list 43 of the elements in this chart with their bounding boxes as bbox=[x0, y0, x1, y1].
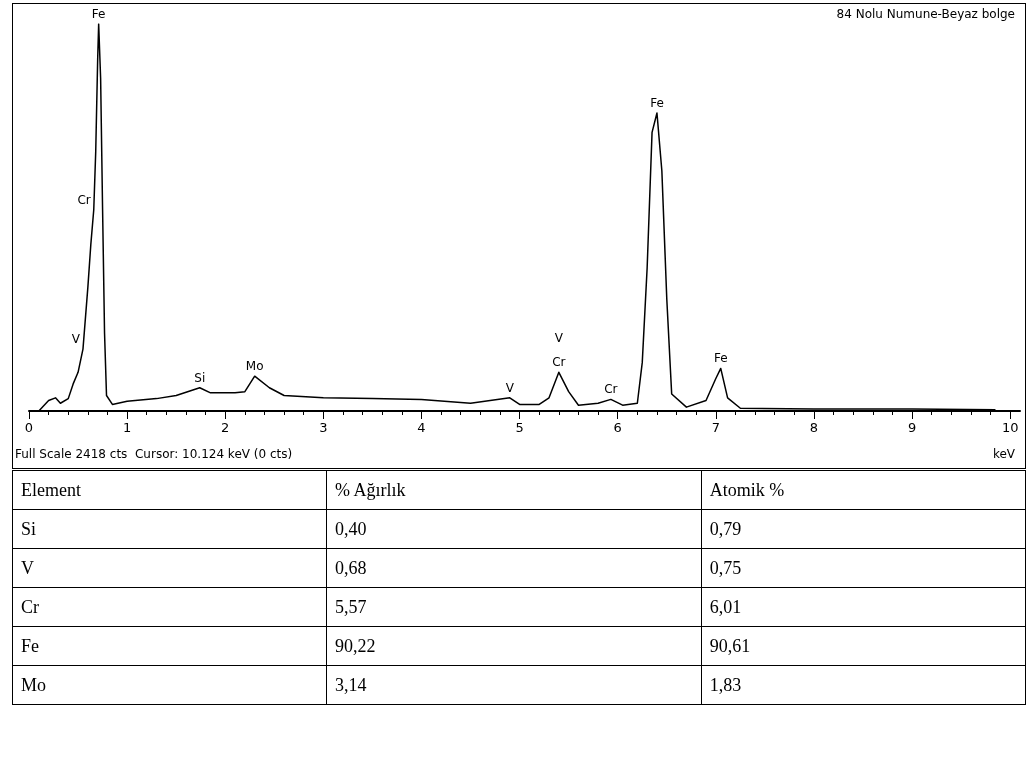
category-label: Fe bbox=[21, 635, 39, 656]
annotation: V bbox=[505, 380, 515, 395]
x-tick-label: 7 bbox=[711, 420, 720, 435]
text: 1,83 bbox=[709, 674, 742, 695]
category-label: Atomik % bbox=[701, 470, 1026, 510]
x-tick-label: 9 bbox=[907, 420, 917, 435]
x-tick-label: 6 bbox=[613, 420, 622, 435]
x-tick-label: 1 bbox=[122, 420, 132, 435]
text: Element bbox=[12, 470, 327, 510]
annotation: Si bbox=[194, 370, 206, 385]
x-tick-label: 2 bbox=[221, 420, 230, 435]
text: 90,22 bbox=[335, 635, 376, 656]
annotation: V bbox=[71, 332, 81, 347]
text: Full Scale 2418 cts Cursor: 10.124 keV (0 cts) bbox=[15, 447, 293, 461]
category-label: Mo bbox=[21, 674, 47, 695]
chart-title: 84 Nolu Numune-Beyaz bolge bbox=[836, 7, 1016, 21]
annotation: Fe bbox=[650, 96, 664, 111]
x-tick-label: 3 bbox=[319, 420, 328, 435]
text: 5,57 bbox=[335, 596, 367, 617]
annotation: Mo bbox=[245, 359, 264, 374]
x-tick-label: 8 bbox=[809, 420, 819, 435]
annotation: Fe bbox=[713, 351, 728, 366]
text: 0,68 bbox=[335, 557, 367, 578]
annotation: V bbox=[554, 331, 564, 346]
x-tick-label: 0 bbox=[24, 420, 34, 435]
annotation: Cr bbox=[77, 192, 91, 207]
x-axis-title: keV bbox=[992, 447, 1016, 461]
category-label: % Ağırlık bbox=[326, 470, 702, 510]
annotation: Cr bbox=[552, 355, 566, 370]
text: 3,14 bbox=[335, 674, 367, 695]
annotation: Fe bbox=[91, 7, 106, 21]
x-tick-label: 5 bbox=[515, 420, 524, 435]
category-label: Cr bbox=[21, 596, 39, 617]
x-tick-label: 4 bbox=[417, 420, 426, 435]
category-label: V bbox=[21, 557, 34, 578]
text: 0,40 bbox=[335, 518, 367, 539]
text: 0,75 bbox=[709, 557, 742, 578]
text: 90,61 bbox=[709, 635, 751, 656]
text: 0,79 bbox=[709, 518, 742, 539]
x-tick-label: 10 bbox=[1001, 420, 1019, 435]
annotation: Cr bbox=[604, 382, 618, 397]
category-label: Si bbox=[21, 518, 37, 539]
text: 6,01 bbox=[709, 596, 742, 617]
